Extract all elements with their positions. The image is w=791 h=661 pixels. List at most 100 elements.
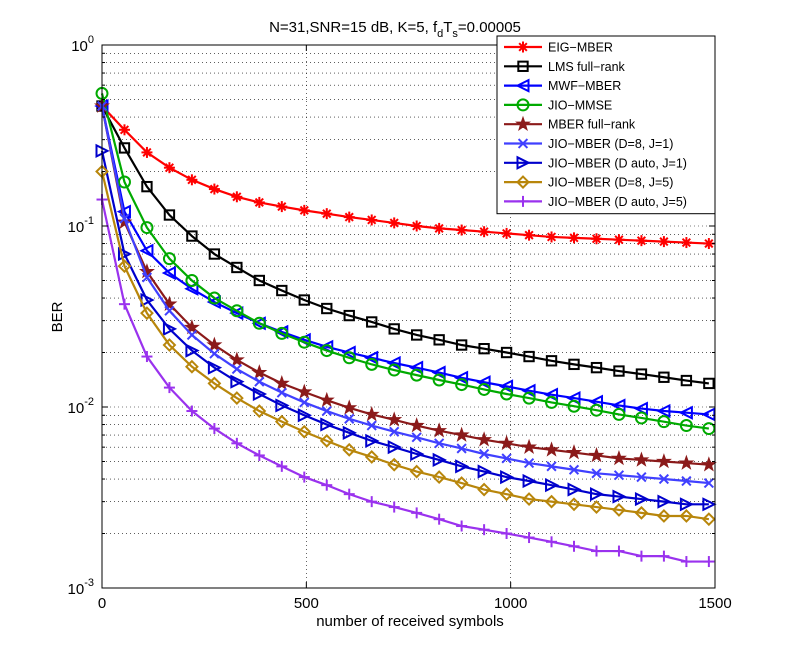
marker — [299, 205, 309, 215]
marker — [516, 155, 531, 170]
marker — [318, 391, 335, 408]
marker — [679, 509, 694, 523]
series-layer — [94, 86, 717, 568]
marker — [298, 294, 310, 306]
marker — [476, 375, 491, 390]
marker — [386, 355, 401, 371]
marker — [477, 482, 492, 497]
y-tick-label: 10-3 — [68, 577, 94, 598]
legend-label: JIO−MBER (D auto, J=5) — [548, 195, 687, 209]
marker — [500, 387, 514, 401]
marker — [612, 503, 626, 517]
marker — [545, 478, 560, 493]
marker — [252, 404, 267, 418]
series-line — [100, 93, 710, 430]
marker — [434, 223, 444, 233]
marker — [498, 434, 515, 451]
marker — [589, 403, 603, 417]
marker — [610, 450, 627, 466]
marker — [518, 42, 528, 52]
marker — [387, 457, 402, 472]
marker — [522, 492, 536, 506]
marker — [431, 422, 448, 438]
marker — [590, 361, 603, 374]
marker — [591, 468, 602, 479]
marker — [523, 350, 535, 363]
marker — [433, 334, 445, 346]
marker — [657, 494, 672, 509]
marker — [516, 98, 530, 112]
marker — [389, 218, 399, 228]
marker — [386, 411, 403, 427]
marker — [522, 473, 537, 489]
marker — [477, 382, 491, 396]
marker — [409, 464, 424, 479]
marker — [522, 391, 536, 405]
marker — [322, 209, 332, 219]
marker — [500, 346, 513, 359]
marker — [700, 456, 717, 472]
legend-entry: MBER full−rank — [504, 115, 636, 132]
marker — [613, 470, 625, 481]
marker — [702, 422, 716, 436]
marker — [344, 413, 355, 424]
legend-label: LMS full−rank — [548, 60, 626, 74]
marker — [524, 230, 534, 240]
marker — [589, 487, 605, 502]
marker — [701, 407, 716, 422]
marker — [365, 433, 380, 448]
marker — [546, 461, 557, 472]
marker — [703, 477, 714, 489]
marker — [477, 464, 492, 479]
legend-entry: EIG−MBER — [504, 41, 613, 55]
marker — [544, 494, 559, 509]
marker — [277, 202, 287, 212]
marker — [432, 452, 447, 468]
series-7 — [95, 143, 717, 512]
x-tick-label: 1500 — [698, 595, 731, 612]
marker — [164, 305, 175, 316]
marker — [276, 284, 288, 297]
marker — [659, 237, 669, 247]
marker — [567, 497, 581, 512]
series-9 — [96, 194, 715, 568]
series-line — [100, 171, 710, 521]
marker — [636, 471, 647, 483]
marker — [589, 500, 604, 514]
marker — [702, 497, 717, 512]
marker — [388, 323, 400, 335]
series-line — [100, 105, 709, 416]
marker — [366, 420, 377, 431]
marker — [635, 368, 648, 380]
marker — [319, 433, 334, 448]
marker — [363, 406, 380, 422]
marker — [206, 336, 223, 352]
marker — [591, 234, 602, 244]
marker — [117, 259, 132, 274]
marker — [680, 374, 693, 387]
marker — [364, 449, 379, 464]
marker — [297, 335, 311, 349]
legend-label: JIO−MBER (D auto, J=1) — [548, 156, 687, 170]
marker — [118, 142, 131, 154]
marker — [517, 138, 529, 149]
legend-entry: JIO−MMSE — [504, 98, 612, 112]
marker — [161, 265, 176, 281]
marker — [275, 398, 290, 413]
marker — [412, 221, 422, 231]
y-tick-label: 10-1 — [68, 215, 94, 236]
marker — [273, 375, 290, 391]
marker — [613, 365, 625, 377]
marker — [411, 432, 422, 443]
marker — [545, 355, 558, 367]
marker — [588, 447, 605, 463]
marker — [545, 395, 559, 409]
marker — [500, 469, 515, 485]
marker — [479, 227, 489, 237]
marker — [140, 221, 154, 235]
marker — [476, 431, 493, 447]
marker — [254, 197, 264, 207]
y-tick-label: 10-2 — [68, 396, 94, 417]
marker — [499, 487, 514, 502]
grid — [102, 45, 715, 588]
